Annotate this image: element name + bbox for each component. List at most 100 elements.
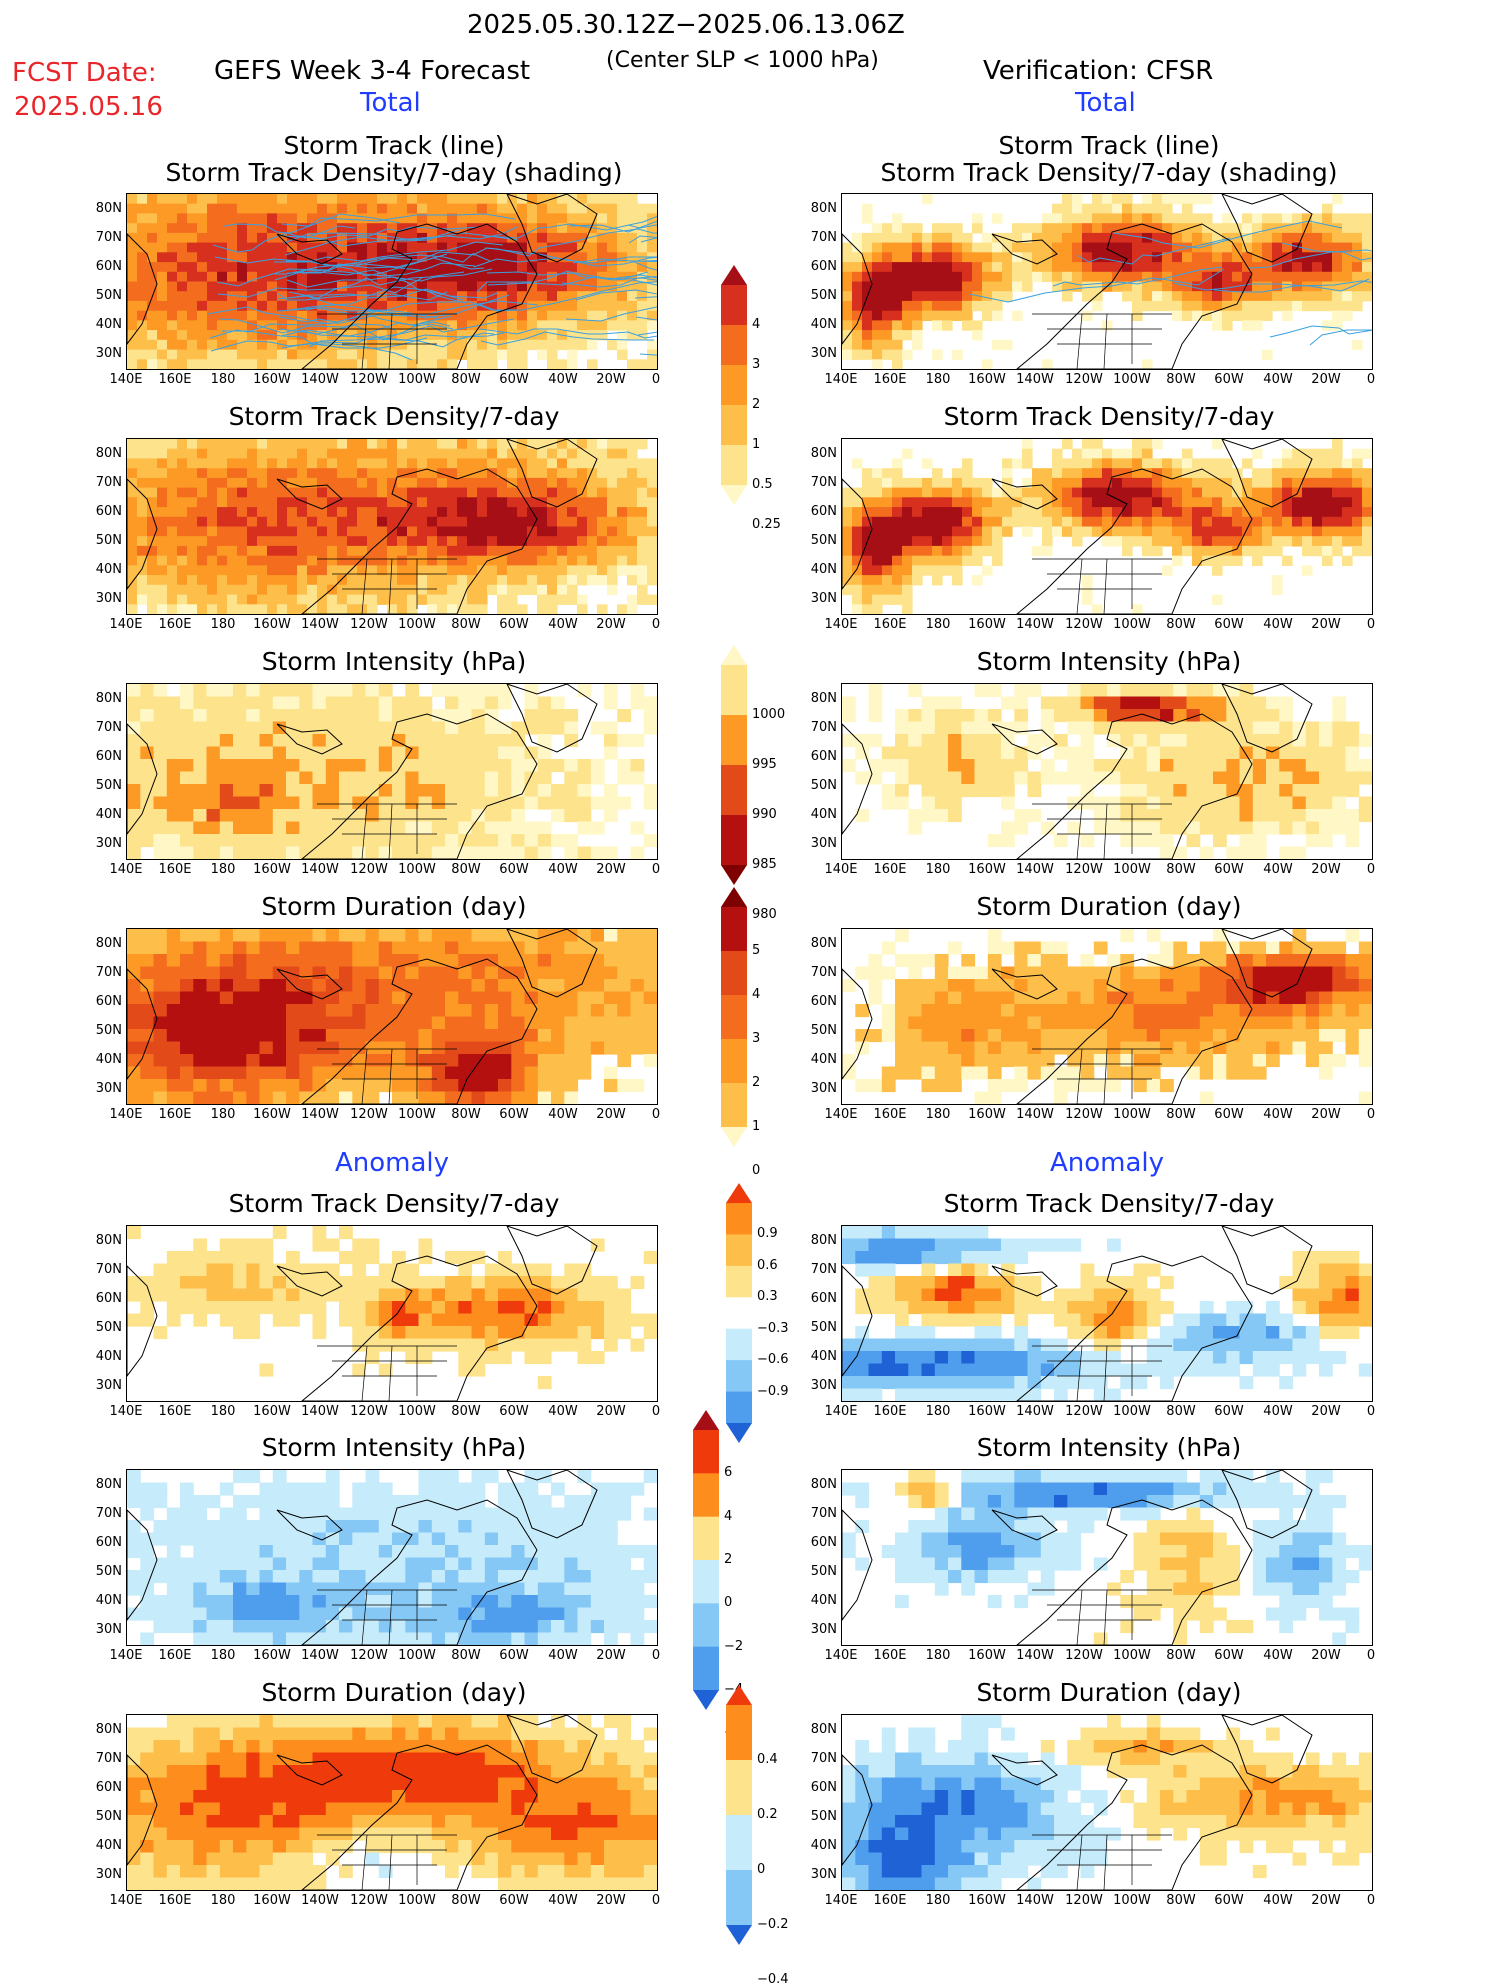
storm-track-line — [483, 215, 657, 239]
coastline — [1221, 1226, 1313, 1295]
coastline — [991, 968, 1058, 1000]
lat-tick-label: 40N — [95, 1349, 122, 1364]
lat-tick-label: 80N — [810, 691, 837, 706]
lon-tick-label: 160W — [968, 1648, 1006, 1663]
lon-tick-label: 60W — [499, 617, 529, 632]
panel-title-duration-anom-ver: Storm Duration (day) — [976, 1678, 1242, 1707]
lat-tick-label: 30N — [95, 1081, 122, 1096]
lon-tick-label: 160E — [873, 1893, 907, 1908]
slp-threshold-note: (Center SLP < 1000 hPa) — [606, 48, 879, 73]
fcst-date-value: 2025.05.16 — [14, 92, 163, 122]
coastline — [127, 1754, 158, 1866]
lat-tick-label: 50N — [95, 1320, 122, 1335]
lon-tick-label: 60W — [499, 1893, 529, 1908]
lon-tick-label: 60W — [499, 1107, 529, 1122]
lon-tick-label: 140W — [1016, 617, 1054, 632]
coastline — [506, 1715, 598, 1784]
colorbar-swatch — [721, 285, 747, 326]
lon-tick-label: 140W — [1016, 1404, 1054, 1419]
coastline — [991, 478, 1058, 510]
lat-tick-label: 40N — [810, 1052, 837, 1067]
lon-tick-label: 120W — [1065, 862, 1103, 877]
colorbar-swatch — [726, 1685, 752, 1705]
lon-tick-label: 180 — [925, 1404, 951, 1419]
lon-tick-label: 100W — [398, 372, 436, 387]
lon-tick-label: 0 — [1366, 1404, 1376, 1419]
lon-tick-label: 40W — [548, 617, 578, 632]
lon-tick-label: 160E — [158, 617, 192, 632]
colorbar-label: 0.3 — [757, 1289, 778, 1305]
lat-tick-label: 30N — [810, 1622, 837, 1637]
coastline — [1221, 439, 1313, 508]
lon-tick-label: 140E — [824, 1107, 858, 1122]
total-label-right: Total — [1075, 88, 1136, 118]
lon-tick-label: 0 — [651, 1404, 661, 1419]
coastline — [276, 723, 343, 755]
storm-track-line — [280, 322, 454, 337]
lon-tick-label: 160W — [968, 372, 1006, 387]
storm-track-line — [565, 306, 657, 322]
colorbar-swatch — [721, 907, 747, 952]
lon-tick-label: 80W — [451, 1107, 481, 1122]
lon-tick-label: 120W — [1065, 1893, 1103, 1908]
coastline — [1221, 1470, 1313, 1539]
lon-tick-label: 40W — [548, 1893, 578, 1908]
lon-tick-label: 80W — [451, 1404, 481, 1419]
lon-tick-label: 160E — [158, 1893, 192, 1908]
storm-track-line — [1269, 325, 1372, 338]
lon-tick-label: 180 — [925, 617, 951, 632]
lon-tick-label: 160W — [968, 1893, 1006, 1908]
lon-tick-label: 0 — [651, 862, 661, 877]
storm-track-line — [487, 276, 657, 286]
coastline — [506, 1226, 598, 1295]
lat-tick-label: 30N — [95, 346, 122, 361]
lat-tick-label: 60N — [95, 749, 122, 764]
coastline — [276, 478, 343, 510]
gefs-title: GEFS Week 3-4 Forecast — [214, 56, 531, 86]
lon-tick-label: 20W — [596, 1107, 626, 1122]
colorbar-swatch — [726, 1360, 752, 1393]
colorbar-swatch — [693, 1516, 719, 1561]
lat-tick-label: 30N — [810, 1867, 837, 1882]
storm-track-line — [214, 253, 448, 277]
lon-tick-label: 0 — [651, 1107, 661, 1122]
colorbar-intensity_total — [721, 645, 747, 885]
lon-tick-label: 20W — [1311, 1648, 1341, 1663]
coastline — [1016, 223, 1253, 369]
lon-tick-label: 20W — [596, 1404, 626, 1419]
state-boundaries — [317, 1589, 457, 1645]
colorbar-label: 4 — [752, 987, 761, 1002]
colorbar-swatch — [726, 1183, 752, 1203]
lon-tick-label: 160E — [158, 1648, 192, 1663]
coastline — [842, 968, 873, 1080]
storm-track-line — [281, 318, 515, 349]
title-line-2: Storm Track Density/7-day (shading) — [880, 158, 1338, 187]
lon-tick-label: 140W — [301, 617, 339, 632]
storm-track-line — [1076, 237, 1231, 265]
map-panel-verification-5 — [841, 1469, 1373, 1646]
lon-tick-label: 120W — [350, 1648, 388, 1663]
lon-tick-label: 120W — [1065, 617, 1103, 632]
lon-tick-label: 20W — [1311, 862, 1341, 877]
lat-tick-label: 80N — [95, 1477, 122, 1492]
storm-track-line — [480, 331, 654, 346]
lon-tick-label: 120W — [350, 372, 388, 387]
lat-tick-label: 40N — [810, 1593, 837, 1608]
colorbar-label: 1 — [752, 1119, 761, 1134]
lat-tick-label: 80N — [810, 201, 837, 216]
colorbar-label: 2 — [724, 1552, 733, 1567]
coastline — [842, 233, 873, 345]
lat-tick-label: 80N — [95, 936, 122, 951]
map-panel-verification-1 — [841, 438, 1373, 615]
lon-tick-label: 140E — [824, 1648, 858, 1663]
colorbar-swatch — [726, 1391, 752, 1424]
map-panel-forecast-2 — [126, 683, 658, 860]
lat-tick-label: 60N — [810, 1291, 837, 1306]
colorbar-label: 1000 — [752, 707, 786, 722]
coastline — [1016, 1499, 1253, 1645]
lon-tick-label: 160W — [253, 617, 291, 632]
lon-tick-label: 20W — [596, 1893, 626, 1908]
lon-tick-label: 180 — [210, 1404, 236, 1419]
colorbar-label: 1 — [752, 437, 761, 452]
lon-tick-label: 140W — [301, 372, 339, 387]
